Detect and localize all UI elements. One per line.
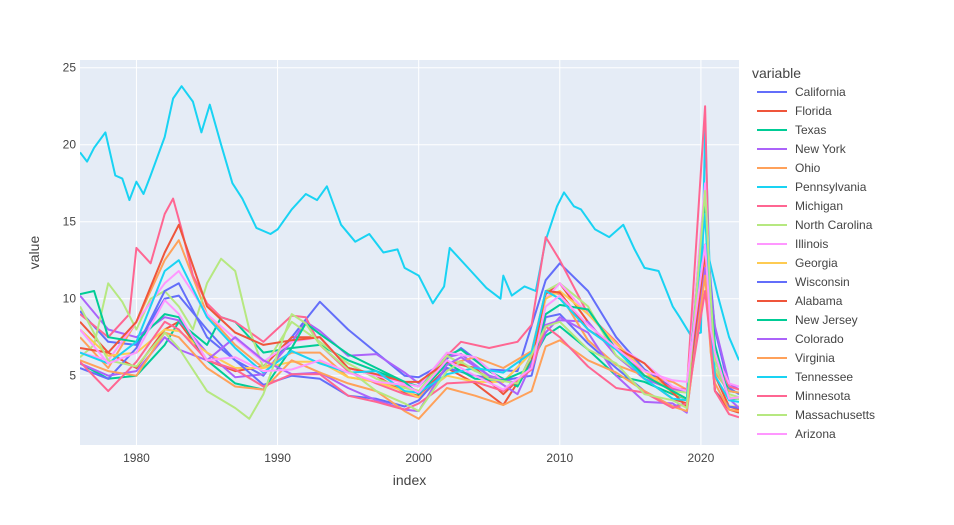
legend-item[interactable]: Illinois (757, 237, 828, 251)
legend-item[interactable]: Colorado (757, 332, 844, 346)
y-tick-label: 5 (69, 369, 76, 383)
legend-item[interactable]: New Jersey (757, 313, 858, 327)
x-tick-label: 1990 (264, 451, 291, 465)
grid-lines (80, 60, 739, 445)
x-tick-label: 2020 (688, 451, 715, 465)
y-tick-label: 25 (63, 61, 77, 75)
legend-item[interactable]: Texas (757, 123, 826, 137)
legend-label: Ohio (795, 161, 821, 175)
legend-label: Illinois (795, 237, 828, 251)
legend-item[interactable]: Michigan (757, 199, 843, 213)
legend-item[interactable]: New York (757, 142, 847, 156)
series-line-minnesota[interactable] (80, 290, 739, 419)
series-lines (80, 85, 739, 420)
legend-label: Texas (795, 123, 826, 137)
series-line-pennsylvania[interactable] (80, 85, 739, 361)
legend-label: Minnesota (795, 389, 851, 403)
legend-label: Alabama (795, 294, 843, 308)
legend: variable California Florida Texas New York O… (752, 65, 875, 441)
legend-label: Massachusetts (795, 408, 875, 422)
legend-item[interactable]: Wisconsin (757, 275, 850, 289)
series-line-michigan[interactable] (80, 105, 739, 399)
series-line-massachusetts[interactable] (80, 189, 739, 420)
y-tick-label: 20 (63, 138, 77, 152)
y-tick-label: 15 (63, 215, 77, 229)
legend-label: California (795, 85, 846, 99)
series-line-new-jersey[interactable] (80, 197, 739, 400)
legend-item[interactable]: Massachusetts (757, 408, 875, 422)
legend-label: New York (795, 142, 847, 156)
legend-label: Florida (795, 104, 832, 118)
y-axis-ticks: 5 10 15 20 25 (63, 61, 77, 383)
y-tick-label: 10 (63, 292, 77, 306)
x-tick-label: 2010 (546, 451, 573, 465)
legend-label: Virginia (795, 351, 835, 365)
legend-label: Pennsylvania (795, 180, 867, 194)
legend-label: Tennessee (795, 370, 853, 384)
legend-label: Arizona (795, 427, 836, 441)
legend-item[interactable]: Tennessee (757, 370, 853, 384)
legend-label: Wisconsin (795, 275, 850, 289)
legend-label: Michigan (795, 199, 843, 213)
series-line-arizona[interactable] (80, 243, 739, 400)
legend-item[interactable]: California (757, 85, 846, 99)
legend-item[interactable]: Arizona (757, 427, 836, 441)
x-axis-ticks: 1980 1990 2000 2010 2020 (123, 451, 714, 465)
legend-title: variable (752, 65, 801, 81)
legend-label: Georgia (795, 256, 838, 270)
legend-item[interactable]: Ohio (757, 161, 821, 175)
legend-label: Colorado (795, 332, 844, 346)
legend-item[interactable]: Georgia (757, 256, 838, 270)
legend-label: New Jersey (795, 313, 858, 327)
x-tick-label: 1980 (123, 451, 150, 465)
legend-item[interactable]: Florida (757, 104, 832, 118)
x-axis-title: index (393, 472, 426, 488)
legend-item[interactable]: Alabama (757, 294, 843, 308)
y-axis-title: value (26, 236, 42, 270)
legend-item[interactable]: Virginia (757, 351, 835, 365)
x-tick-label: 2000 (405, 451, 432, 465)
legend-item[interactable]: Pennsylvania (757, 180, 867, 194)
legend-item[interactable]: North Carolina (757, 218, 873, 232)
legend-label: North Carolina (795, 218, 873, 232)
legend-item[interactable]: Minnesota (757, 389, 851, 403)
